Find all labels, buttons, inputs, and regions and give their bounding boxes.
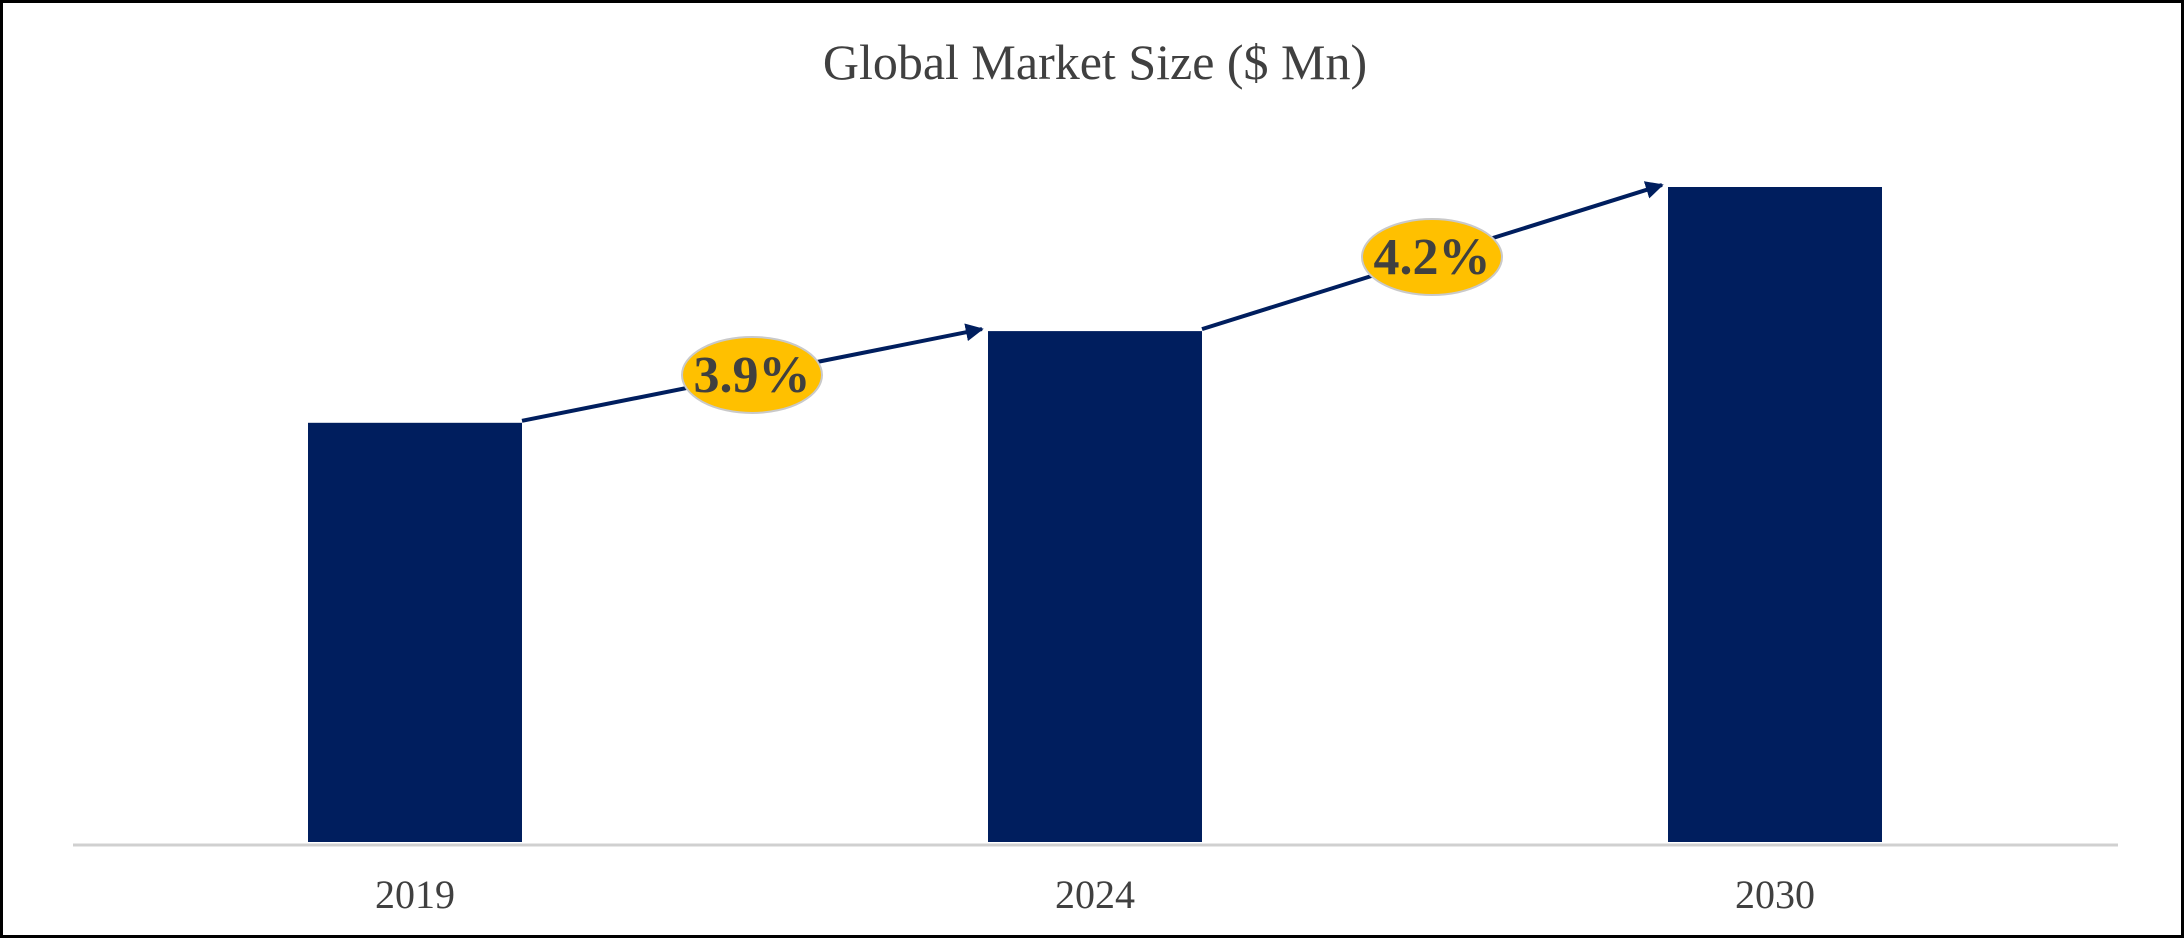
bar-2030 <box>1668 187 1882 842</box>
cagr-badge <box>1361 218 1503 297</box>
x-tick-label: 2019 <box>375 872 455 917</box>
cagr-badge <box>681 335 823 414</box>
cagr-label: 3.9% <box>694 347 811 404</box>
cagr-label: 4.2% <box>1374 229 1491 286</box>
x-tick-label: 2024 <box>1055 872 1135 917</box>
x-tick-label: 2030 <box>1735 872 1815 917</box>
bar-2019 <box>308 422 522 842</box>
chart-title: Global Market Size ($ Mn) <box>822 34 1368 90</box>
bar-2024 <box>988 331 1202 842</box>
